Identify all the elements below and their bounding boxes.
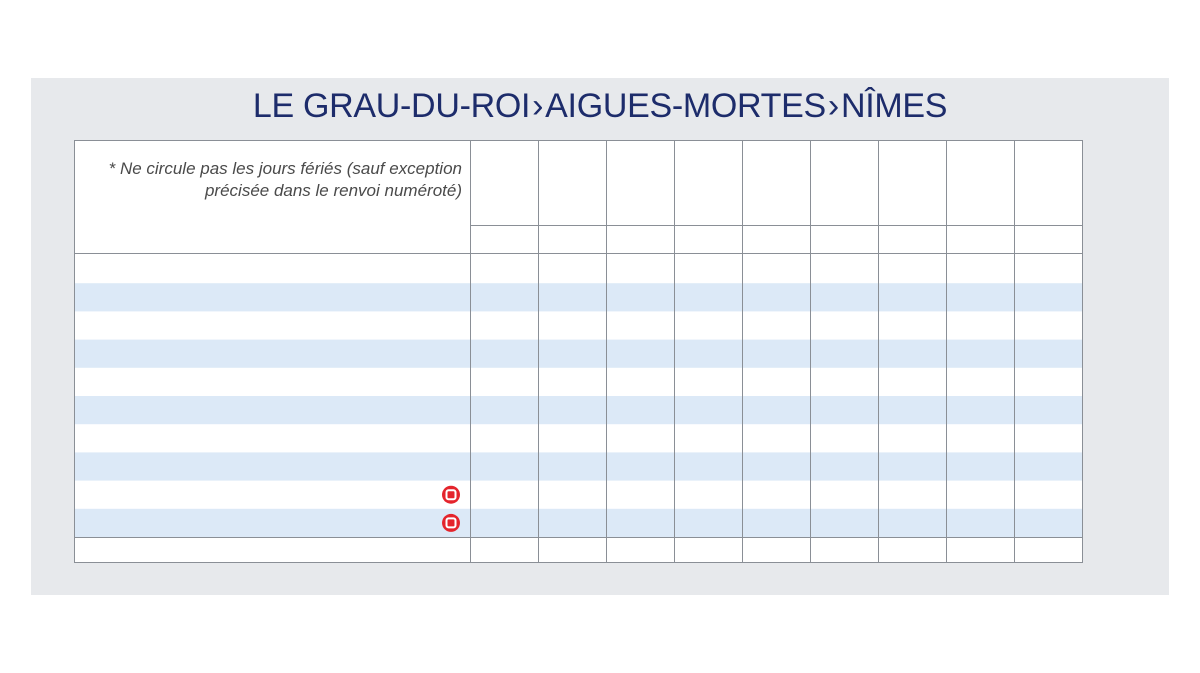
row-shade bbox=[74, 452, 1083, 481]
bus-transfer-icon-frame bbox=[445, 489, 457, 501]
bus-transfer-icon-frame bbox=[445, 517, 457, 529]
bus-transfer-icon bbox=[442, 513, 460, 532]
holiday-note: * Ne circule pas les jours fériés (sauf … bbox=[108, 159, 462, 200]
timetable-grid bbox=[74, 140, 1083, 563]
title-separator: › bbox=[827, 87, 839, 125]
row-shade bbox=[74, 283, 1083, 312]
page-title: LE GRAU-DU-ROI›AIGUES-MORTES›NÎMES bbox=[0, 86, 1200, 126]
table-border bbox=[74, 140, 1083, 563]
title-destination: NÎMES bbox=[840, 87, 948, 125]
bus-transfer-icon bbox=[442, 485, 460, 504]
timetable: * Ne circule pas les jours fériés (sauf … bbox=[74, 140, 1083, 563]
row-shade bbox=[74, 508, 1083, 537]
title-origin: LE GRAU-DU-ROI bbox=[252, 87, 531, 125]
row-shade bbox=[74, 339, 1083, 368]
row-shade bbox=[74, 396, 1083, 425]
title-via: AIGUES-MORTES bbox=[545, 87, 826, 125]
title-separator: › bbox=[532, 87, 544, 125]
